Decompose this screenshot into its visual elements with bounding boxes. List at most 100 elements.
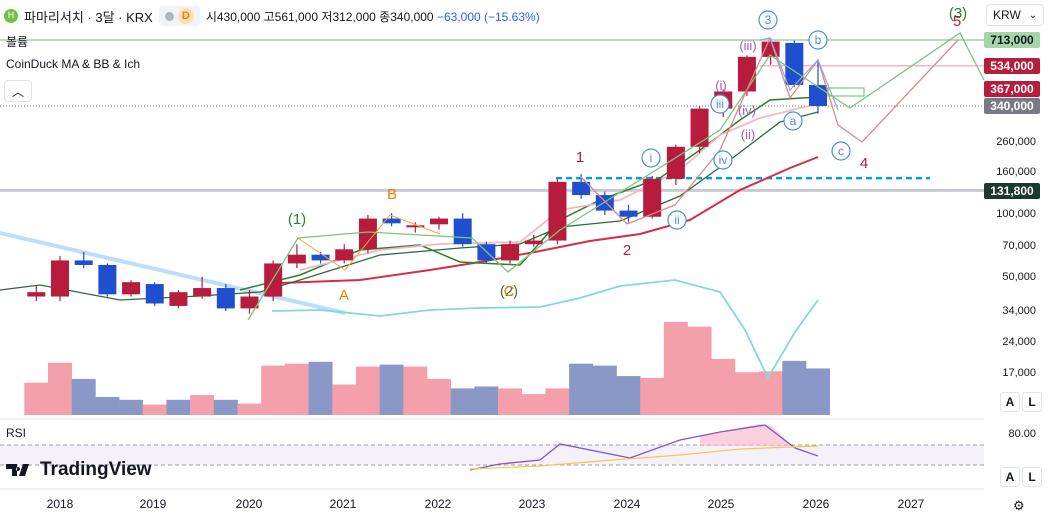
target-box xyxy=(827,87,865,97)
volume-bar xyxy=(332,384,357,415)
volume-bar xyxy=(711,358,736,415)
indicator-legend[interactable]: CoinDuck MA & BB & Ich xyxy=(6,57,141,71)
volume-bar xyxy=(450,388,475,415)
wave-label-blue-c: c xyxy=(838,144,844,158)
candle-body xyxy=(193,288,212,297)
y-tick: 34,000 xyxy=(1002,305,1036,317)
volume-bar xyxy=(71,378,96,415)
volume-bar xyxy=(213,399,238,415)
market-status[interactable]: D xyxy=(158,6,200,26)
wave-label-blue-b: b xyxy=(815,33,822,47)
candle-body xyxy=(690,108,709,147)
x-tick: 2018 xyxy=(46,497,74,511)
tradingview-logo: TradingView xyxy=(6,459,152,481)
wave-orange-path xyxy=(297,214,441,271)
wave-label-blue-a-circle xyxy=(783,111,803,131)
price-tag-367000: 367,000 xyxy=(984,81,1040,97)
wave-label-orange-A: A xyxy=(339,287,349,304)
wave-label-blue-b-circle xyxy=(808,30,828,50)
volume-bar xyxy=(521,394,546,415)
wave-label-purple-iii: (iii) xyxy=(739,38,756,53)
volume-bar xyxy=(427,378,451,415)
volume-bar xyxy=(119,399,144,415)
volume-bar xyxy=(569,363,594,415)
candle-body xyxy=(809,85,827,106)
candle-body xyxy=(27,292,46,297)
x-tick: 2026 xyxy=(802,497,830,511)
volume-bar xyxy=(261,365,286,415)
volume-bar xyxy=(284,363,309,415)
candle-body xyxy=(240,296,259,309)
currency-selector[interactable]: KRW ⌄ xyxy=(986,4,1044,26)
collapse-legend-button[interactable]: ︿ xyxy=(4,80,32,102)
volume-legend[interactable]: 볼륨 xyxy=(6,35,29,49)
candle-body xyxy=(122,282,141,295)
x-tick: 2027 xyxy=(897,497,925,511)
rsi-log-scale-button[interactable]: L xyxy=(1022,467,1042,487)
settings-gear-icon[interactable]: ⚙ xyxy=(1013,498,1025,513)
change-value: −63,000 (−15.63%) xyxy=(436,9,540,24)
volume-bar xyxy=(474,386,499,415)
auto-scale-button[interactable]: A xyxy=(1000,392,1020,412)
x-tick: 2023 xyxy=(518,497,546,511)
candle-body xyxy=(74,260,93,265)
y-tick: 17,000 xyxy=(1002,367,1036,379)
wave-label-purple-i: (i) xyxy=(715,78,727,93)
volume-bar xyxy=(640,377,665,415)
wave-label-orange-C: C xyxy=(504,283,515,300)
wave-label-green-2: (2) xyxy=(500,283,518,300)
symbol-logo-icon: H xyxy=(4,9,18,23)
wave-green-path xyxy=(247,32,985,321)
candle-body xyxy=(430,218,448,225)
y-tick: 100,000 xyxy=(996,208,1036,220)
trend-line xyxy=(0,231,346,315)
candle-body xyxy=(287,254,306,264)
wave-label-red-5: 5 xyxy=(953,13,961,30)
y-tick: 260,000 xyxy=(996,136,1036,148)
wave-label-green-1: (1) xyxy=(288,211,306,228)
candle-body xyxy=(406,225,425,228)
wave-label-orange-B: B xyxy=(387,186,397,203)
rsi-auto-scale-button[interactable]: A xyxy=(1000,467,1020,487)
interval-badge: D xyxy=(177,8,194,24)
status-dot-icon xyxy=(164,11,174,21)
candle-body xyxy=(382,218,401,224)
candle-body xyxy=(619,210,638,217)
wave-label-blue-ii: ii xyxy=(674,213,679,227)
wave-label-red-2: 2 xyxy=(623,242,631,259)
volume-bar xyxy=(545,388,570,415)
candle-body xyxy=(524,240,543,245)
candle-body xyxy=(311,254,330,261)
log-scale-button[interactable]: L xyxy=(1022,392,1042,412)
wave-label-red-4: 4 xyxy=(860,155,868,172)
cyan-band-line xyxy=(271,279,819,380)
volume-bar xyxy=(190,395,215,415)
rsi-legend[interactable]: RSI xyxy=(6,426,27,440)
volume-bar xyxy=(498,388,523,415)
volume-bar xyxy=(782,360,807,415)
candle-body xyxy=(643,178,662,217)
candle-body xyxy=(145,284,164,304)
volume-bar xyxy=(758,371,783,415)
y-tick: 50,000 xyxy=(1002,271,1036,283)
volume-bar xyxy=(24,382,49,415)
chevron-up-icon: ︿ xyxy=(11,84,24,99)
candle-body xyxy=(98,264,117,295)
rsi-ma-line xyxy=(469,445,819,470)
rsi-band xyxy=(0,445,984,465)
open-value: 430,000 xyxy=(216,9,261,24)
price-tag-340000: 340,000 xyxy=(984,98,1040,114)
wave-label-blue-3: 3 xyxy=(765,13,772,27)
wave-label-blue-iv: iv xyxy=(719,153,728,167)
rsi-tick: 80.00 xyxy=(1008,428,1036,440)
volume-bar xyxy=(806,368,830,415)
x-tick: 2022 xyxy=(424,497,452,511)
wave-label-blue-i-circle xyxy=(641,148,661,168)
price-tag-534000: 534,000 xyxy=(984,58,1040,74)
wave-label-blue-c-circle xyxy=(831,141,851,161)
x-tick: 2025 xyxy=(707,497,735,511)
symbol-title[interactable]: 파마리서치 · 3달 · KRX xyxy=(24,9,153,25)
price-tag-713000: 713,000 xyxy=(984,32,1040,48)
